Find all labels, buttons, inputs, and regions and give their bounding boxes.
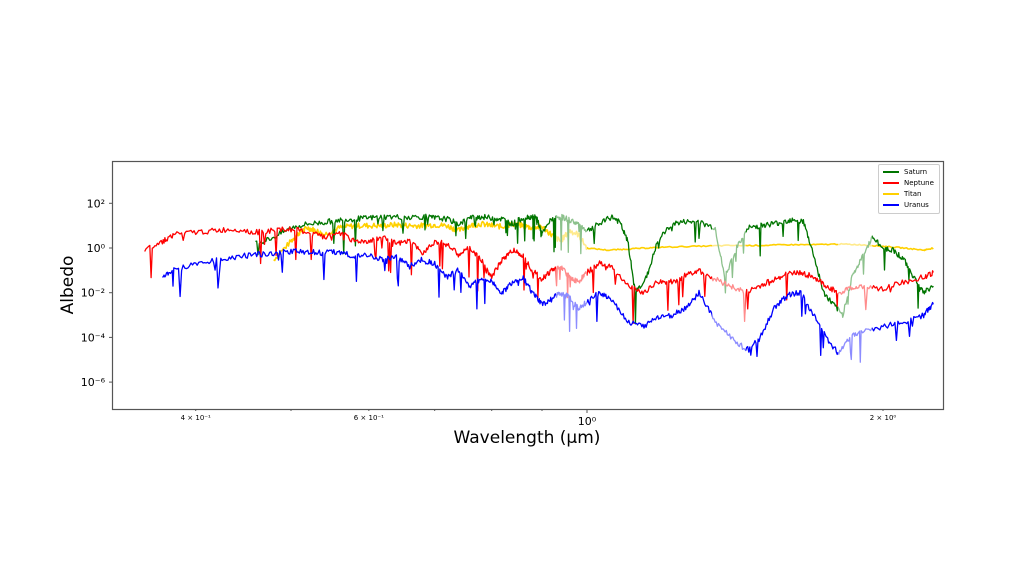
y-tick-label: 10⁰ [87, 242, 106, 255]
legend-item-saturn: Saturn [883, 167, 927, 177]
series-line-uranus [162, 248, 934, 363]
plot-frame [111, 160, 945, 411]
legend-swatch-saturn [883, 171, 899, 173]
legend-swatch-neptune [883, 182, 899, 184]
legend-swatch-uranus [883, 204, 899, 206]
legend-swatch-titan [883, 193, 899, 195]
telluric-band-overlay [838, 162, 873, 409]
y-tick-label: 10² [87, 197, 105, 210]
series-layer [144, 162, 934, 409]
legend: Saturn Neptune Titan Uranus [878, 164, 940, 214]
y-axis-label: Albedo [58, 256, 78, 315]
x-tick-label: 6 × 10⁻¹ [354, 414, 384, 422]
x-axis-label: Wavelength (µm) [454, 428, 601, 448]
x-tick-label: 4 × 10⁻¹ [181, 414, 211, 422]
plot-background [113, 162, 943, 409]
x-tick-label: 10⁰ [578, 415, 597, 428]
legend-item-titan: Titan [883, 189, 921, 199]
series-line-saturn [255, 213, 934, 325]
y-tick-label: 10⁻² [81, 287, 105, 300]
y-axis-ticks: 10² 10⁰ 10⁻² 10⁻⁴ 10⁻⁶ [81, 197, 113, 389]
y-tick-label: 10⁻⁴ [81, 331, 106, 344]
series-line-neptune [144, 226, 934, 325]
legend-label: Neptune [904, 179, 934, 187]
legend-label: Uranus [904, 201, 929, 209]
legend-label: Titan [904, 190, 922, 198]
legend-item-neptune: Neptune [883, 178, 934, 188]
telluric-band-overlay [556, 162, 587, 409]
legend-item-uranus: Uranus [883, 200, 929, 210]
y-tick-label: 10⁻⁶ [81, 376, 106, 389]
telluric-band-overlay [711, 162, 746, 409]
x-axis-ticks: 4 × 10⁻¹ 6 × 10⁻¹ 10⁰ 2 × 10⁰ [181, 409, 897, 428]
legend-label: Saturn [904, 168, 928, 176]
x-tick-label: 2 × 10⁰ [870, 414, 897, 422]
